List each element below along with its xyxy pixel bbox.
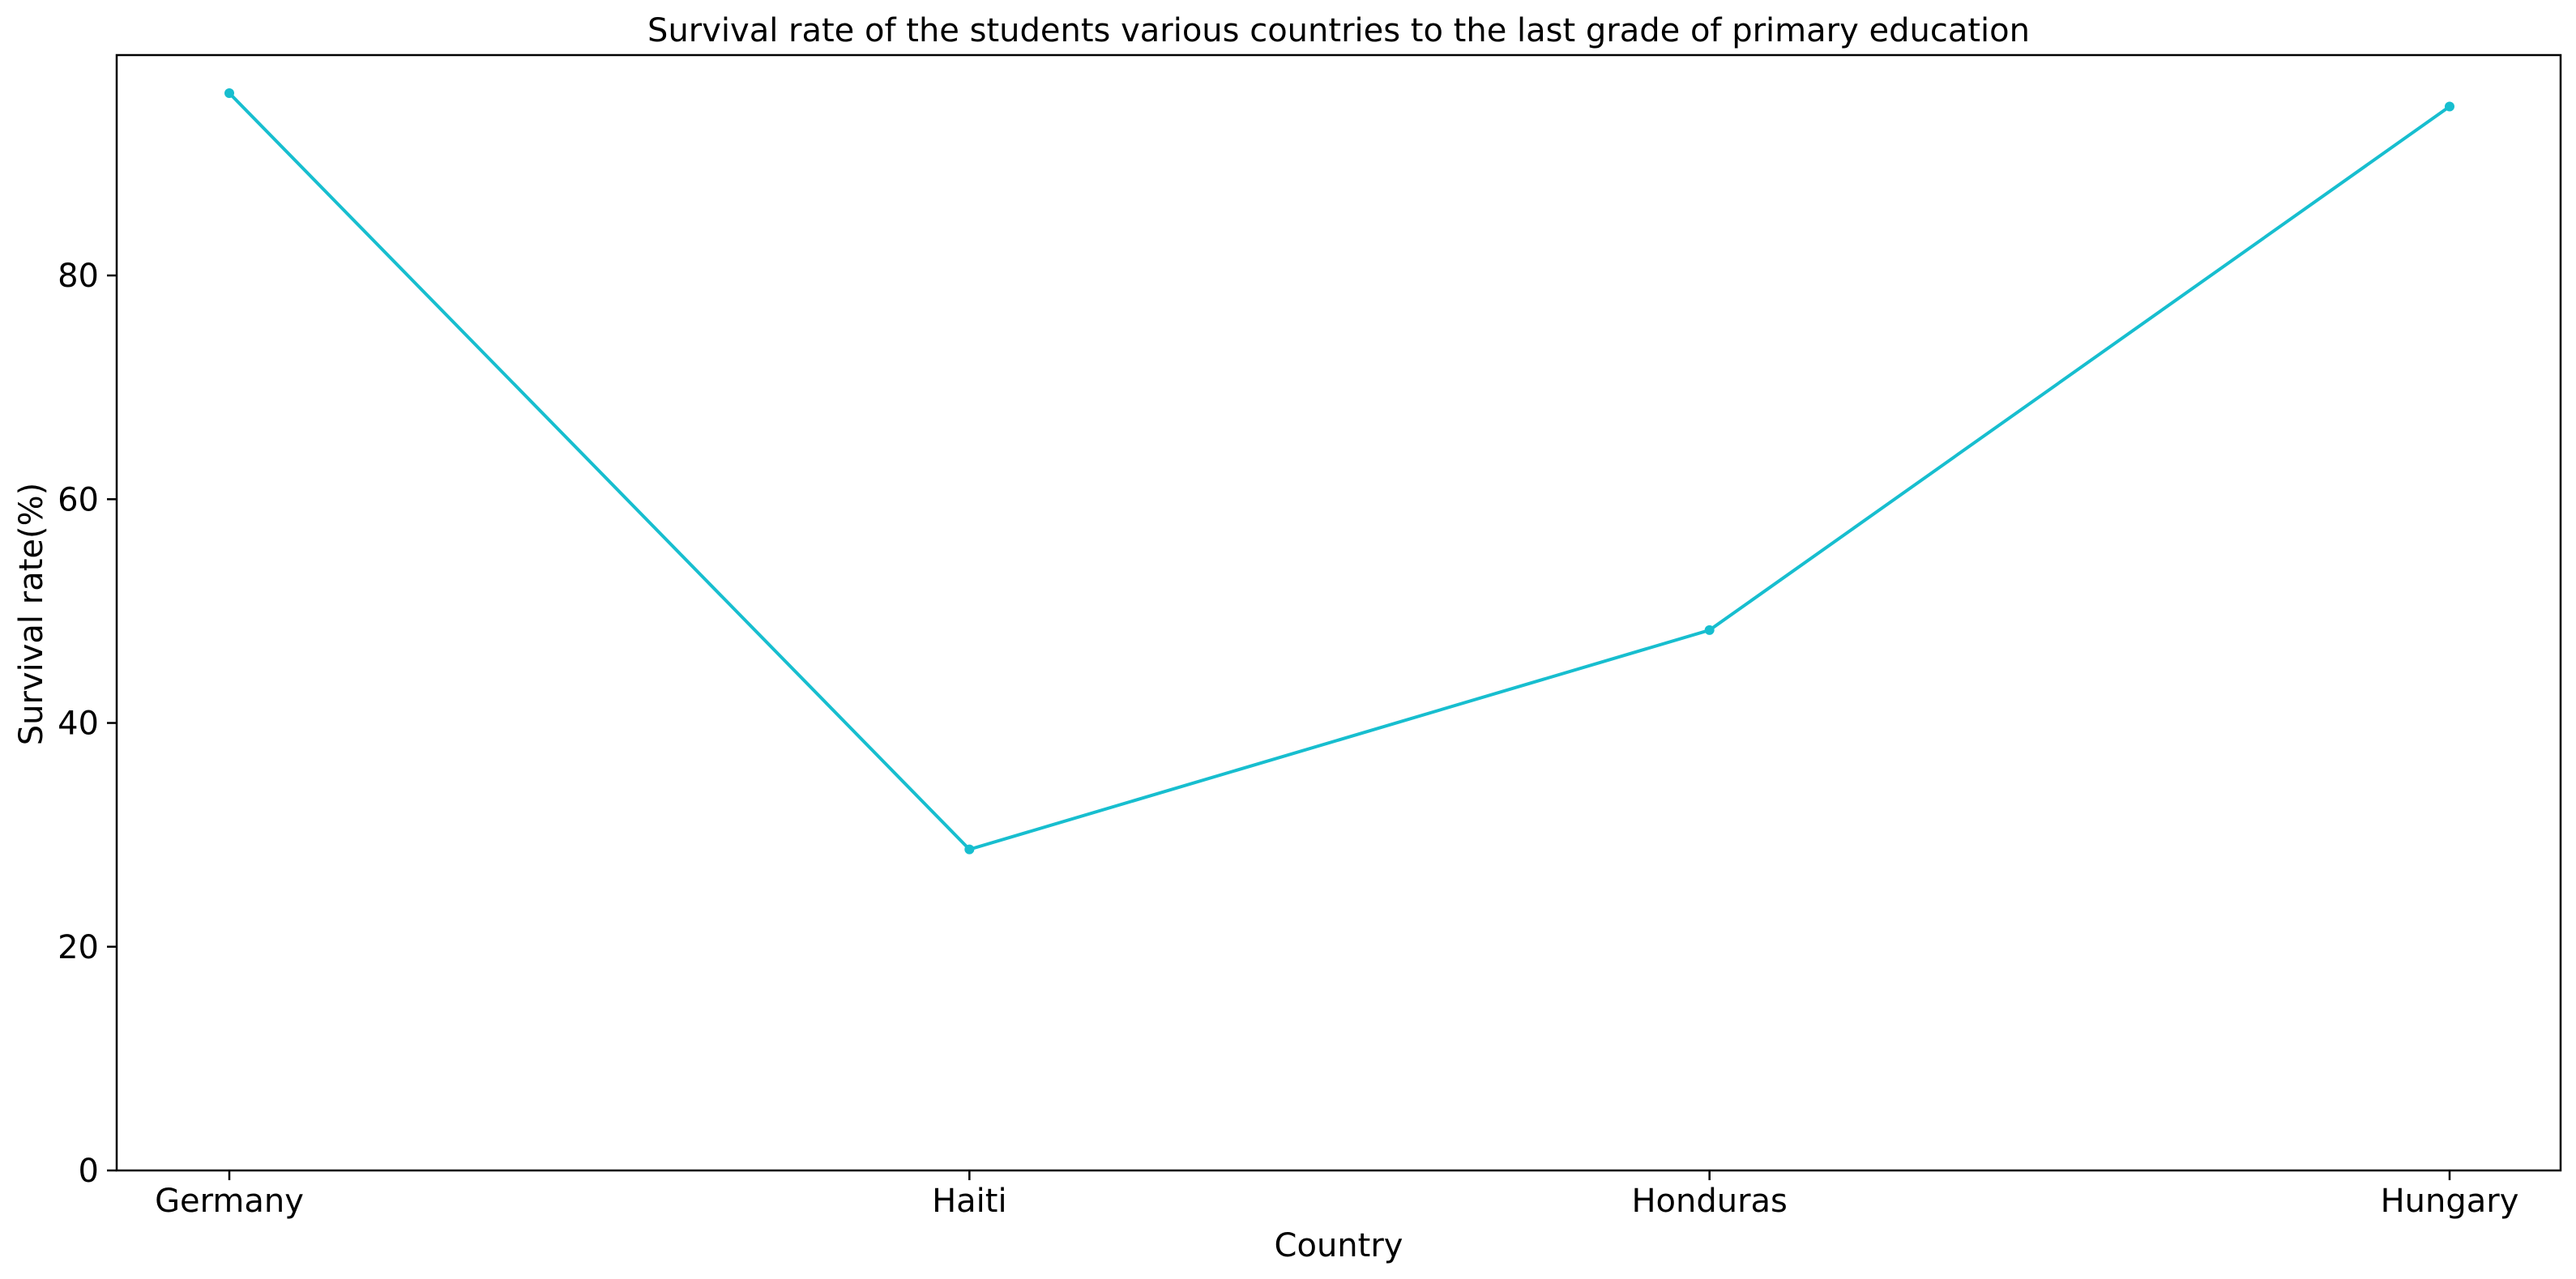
chart-title: Survival rate of the students various co…: [647, 12, 2030, 49]
y-tick-label: 60: [58, 481, 99, 518]
x-tick-label: Honduras: [1631, 1183, 1787, 1220]
y-tick-label: 80: [58, 258, 99, 295]
y-tick-label: 0: [79, 1153, 99, 1190]
series-line: [228, 92, 2451, 851]
y-axis-label: Survival rate(%): [13, 483, 50, 745]
data-point: [964, 844, 975, 855]
data-point: [1704, 625, 1715, 635]
plot-frame: [115, 53, 2562, 1172]
data-point: [2445, 101, 2454, 112]
data-point: [224, 87, 234, 98]
x-tick-label: Germany: [155, 1183, 304, 1220]
x-tick-label: Haiti: [932, 1183, 1007, 1220]
y-tick-label: 20: [58, 929, 99, 966]
y-tick-label: 40: [58, 706, 99, 743]
plot-area: 0 20 40 60 80 Germany Haiti Honduras Hungary: [58, 53, 2562, 1220]
x-tick-label: Hungary: [2381, 1183, 2519, 1220]
x-axis-label: Country: [1275, 1227, 1403, 1264]
